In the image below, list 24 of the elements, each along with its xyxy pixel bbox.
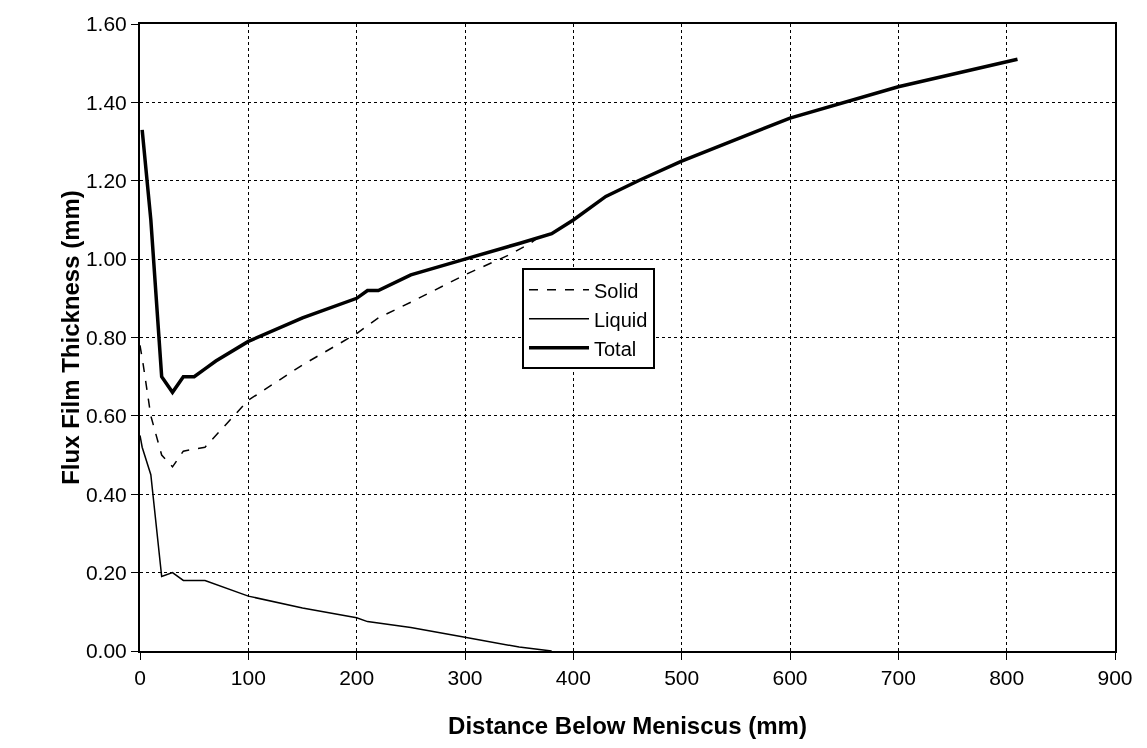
x-tick-label: 900	[1097, 666, 1133, 690]
x-tick-label: 700	[880, 666, 916, 690]
x-tick-label: 300	[447, 666, 483, 690]
legend-label: Solid	[594, 279, 639, 302]
y-tick-label: 1.20	[85, 169, 127, 193]
x-tick-label: 100	[230, 666, 266, 690]
legend-label: Total	[594, 337, 637, 360]
x-tick-label: 200	[339, 666, 375, 690]
y-tick-label: 1.40	[85, 90, 127, 114]
y-axis-title: Flux Film Thickness (mm)	[56, 190, 84, 485]
y-tick-label: 0.00	[85, 639, 127, 663]
x-tick-label: 800	[989, 666, 1025, 690]
x-tick-label: 400	[555, 666, 591, 690]
x-tick-label: 0	[134, 666, 146, 690]
y-tick-label: 0.20	[85, 560, 127, 584]
y-tick-label: 0.80	[85, 325, 127, 349]
x-tick-label: 500	[664, 666, 700, 690]
x-tick-label: 600	[772, 666, 808, 690]
y-tick-label: 0.60	[85, 404, 127, 428]
legend-label: Liquid	[594, 308, 648, 331]
y-tick-label: 1.00	[85, 247, 127, 271]
y-tick-label: 0.40	[85, 482, 127, 506]
x-axis-title: Distance Below Meniscus (mm)	[448, 712, 807, 739]
y-tick-label: 1.60	[85, 12, 127, 36]
